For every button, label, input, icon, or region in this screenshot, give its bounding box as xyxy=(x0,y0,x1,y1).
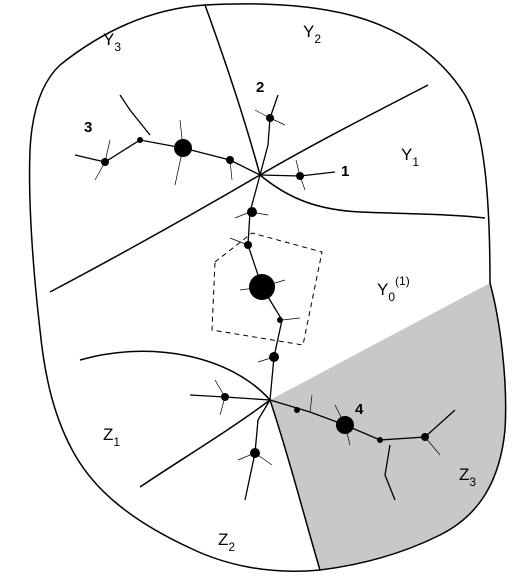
region-sub: 1 xyxy=(412,155,419,169)
point-label: 2 xyxy=(256,79,264,96)
region-base: Y xyxy=(303,22,314,41)
region-sub: 2 xyxy=(228,540,235,554)
region-sub: 1 xyxy=(113,435,120,449)
region-base: Y xyxy=(103,30,114,49)
point-label: 5 xyxy=(255,280,263,297)
region-sub: 3 xyxy=(114,40,121,54)
region-label: Y0(1) xyxy=(377,274,410,304)
region-base: Y xyxy=(401,145,412,164)
region-base: Z xyxy=(459,465,469,484)
region-label: Z2 xyxy=(218,530,235,554)
region-base: Z xyxy=(218,530,228,549)
region-sub: 0 xyxy=(388,290,395,304)
region-base: Z xyxy=(103,425,113,444)
region-sub: 3 xyxy=(469,475,476,489)
region-label: Y2 xyxy=(303,22,321,46)
region-label: Y1 xyxy=(401,145,419,169)
region-label: Z1 xyxy=(103,425,120,449)
region-sub: 2 xyxy=(314,32,321,46)
julia-set xyxy=(75,95,455,500)
region-label: Y3 xyxy=(103,30,121,54)
point-label: 4 xyxy=(355,401,364,418)
region-base: Y xyxy=(377,280,388,299)
diagram: Y3Y2Y1Y0(1)Z1Z2Z312345 xyxy=(0,0,512,576)
shaded-region xyxy=(270,283,506,570)
region-sup: (1) xyxy=(395,274,410,288)
point-label: 1 xyxy=(341,163,349,180)
point-label: 3 xyxy=(84,119,92,136)
